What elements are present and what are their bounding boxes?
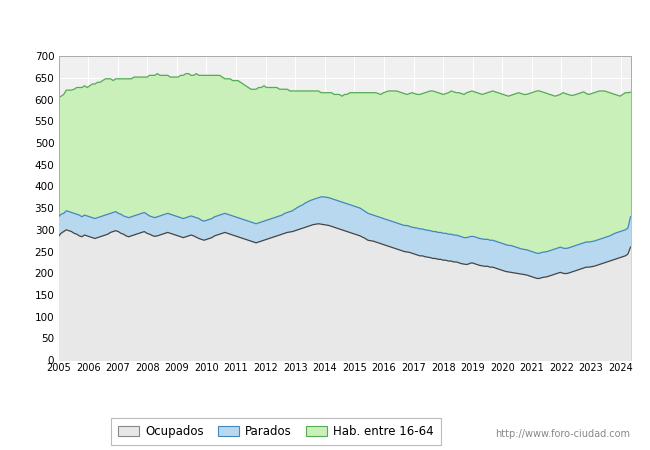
Text: http://www.foro-ciudad.com: http://www.foro-ciudad.com xyxy=(495,429,630,439)
Legend: Ocupados, Parados, Hab. entre 16-64: Ocupados, Parados, Hab. entre 16-64 xyxy=(111,418,441,445)
Text: Villamena - Evolucion de la poblacion en edad de Trabajar Mayo de 2024: Villamena - Evolucion de la poblacion en… xyxy=(82,17,568,30)
